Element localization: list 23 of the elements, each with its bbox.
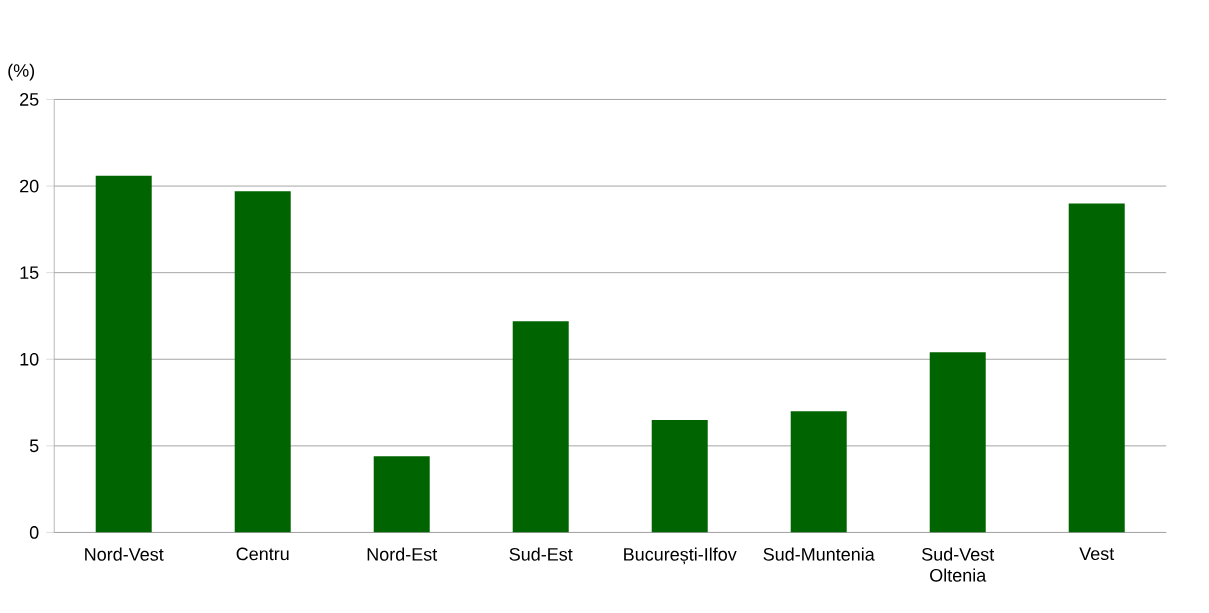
x-tick-label: Centru xyxy=(236,547,289,561)
bar xyxy=(1068,203,1125,533)
x-tick-label: Sud-Muntenia xyxy=(763,547,875,561)
bar xyxy=(373,456,430,533)
bar xyxy=(512,321,569,533)
x-tick-label: Sud-Est xyxy=(509,547,573,561)
bar xyxy=(234,191,291,533)
y-tick-label: 15 xyxy=(20,266,39,279)
x-tick-label: Vest xyxy=(1079,547,1115,561)
y-tick-label: 20 xyxy=(20,179,39,193)
bar xyxy=(651,419,708,533)
y-axis-title: (%) xyxy=(8,63,35,81)
x-tick-label: București-Ilfov xyxy=(624,547,737,565)
bar xyxy=(95,175,152,533)
y-tick-label: 10 xyxy=(20,352,39,366)
x-tick-label: Sud-Vest Oltenia xyxy=(922,547,995,582)
y-tick-label: 0 xyxy=(29,526,39,539)
y-tick-label: 5 xyxy=(29,439,39,453)
bar xyxy=(929,352,986,533)
bar xyxy=(790,411,847,533)
x-tick-label: Nord-Vest xyxy=(85,547,164,561)
y-tick-label: 25 xyxy=(20,93,39,106)
x-tick-label: Nord-Est xyxy=(367,547,438,561)
